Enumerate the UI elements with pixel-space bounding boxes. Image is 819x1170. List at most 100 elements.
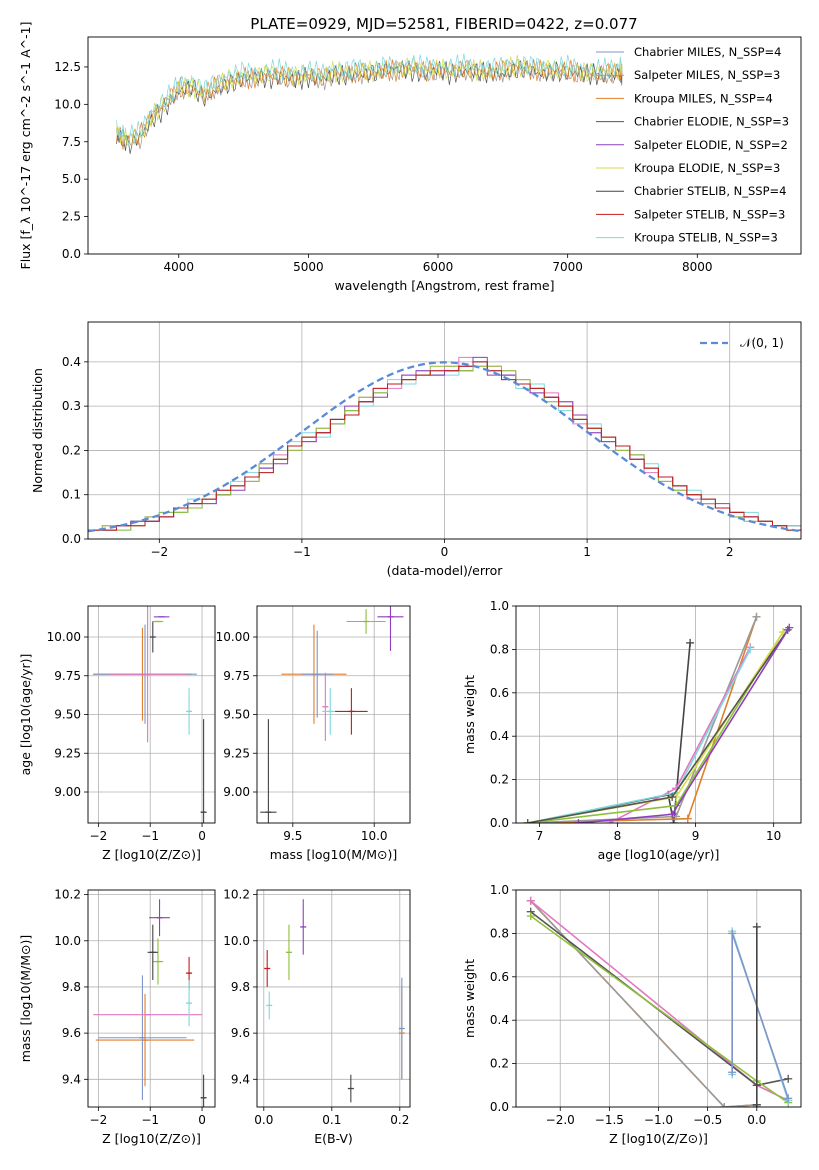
x-axis-label: mass [log10(M/M⊙)] xyxy=(270,847,398,862)
y-tick-label: 12.5 xyxy=(54,60,81,74)
errorbar-point xyxy=(322,672,329,741)
plus-marker xyxy=(668,792,677,801)
y-tick-label: 9.8 xyxy=(62,980,81,994)
plus-marker xyxy=(526,896,535,905)
x-tick-label: 0 xyxy=(441,545,449,559)
spectrum-legend: Chabrier MILES, N_SSP=4 Salpeter MILES, N… xyxy=(596,45,789,245)
plot-area xyxy=(93,606,207,823)
x-axis-label: Z [log10(Z/Z⊙)] xyxy=(102,847,201,862)
plus-marker xyxy=(785,623,794,632)
plus-marker xyxy=(523,819,532,823)
plus-marker xyxy=(728,1068,737,1077)
gaussian-curve xyxy=(88,361,801,533)
y-tick-label: 9.75 xyxy=(54,669,81,683)
plus-marker xyxy=(728,929,737,938)
y-axis-label: Flux [f_λ 10^-17 erg cm^-2 s^-1 A^-1] xyxy=(18,22,33,270)
y-tick-label: 10.0 xyxy=(54,934,81,948)
spectrum-series xyxy=(116,58,623,150)
errorbar-point xyxy=(95,993,195,1087)
legend-label: Salpeter MILES, N_SSP=3 xyxy=(634,68,780,82)
x-tick-label: 1 xyxy=(583,545,591,559)
plus-marker xyxy=(720,1103,729,1107)
x-tick-label: 9.5 xyxy=(283,829,302,843)
weight-series xyxy=(530,911,789,1087)
panels: 4000 5000 6000 7000 80000.02.55.07.510.012.5… xyxy=(18,22,802,1146)
y-tick-label: 7.5 xyxy=(62,135,81,149)
plot-area xyxy=(93,899,207,1107)
y-tick-label: 0.2 xyxy=(490,1057,509,1071)
x-tick-label: 0.0 xyxy=(747,1113,766,1127)
x-tick-label: 8 xyxy=(614,829,622,843)
plot-area xyxy=(116,53,623,154)
plus-marker xyxy=(746,645,755,654)
x-tick-label: −2.0 xyxy=(546,1113,575,1127)
panel-mass-weight-vs-Z: −2.0 −1.5 −1.0 −0.5 0.0 0.0 0.2 0.4 0.6 0.8 1.0 Z [… xyxy=(462,883,802,1146)
errorbar-point xyxy=(285,924,292,981)
y-tick-label: 9.8 xyxy=(231,980,250,994)
errorbar-point xyxy=(300,899,307,955)
y-tick-label: 9.50 xyxy=(54,708,81,722)
y-tick-label: 9.25 xyxy=(223,746,250,760)
spectrum-series xyxy=(116,53,623,146)
panel-spectrum: 4000 5000 6000 7000 8000 0.0 2.5 5.0 7.5 10.0 12.5… xyxy=(18,22,802,293)
y-tick-label: 0.0 xyxy=(62,532,81,546)
y-tick-label: 0.2 xyxy=(490,773,509,787)
y-tick-label: 9.75 xyxy=(223,669,250,683)
y-tick-label: 9.6 xyxy=(62,1026,81,1040)
plot-area xyxy=(88,356,801,533)
x-tick-label: −1.5 xyxy=(595,1113,624,1127)
axes-frame xyxy=(256,889,411,1108)
x-tick-label: 0.0 xyxy=(254,1113,273,1127)
weight-series xyxy=(527,616,758,823)
errorbar-point xyxy=(266,991,273,1020)
y-tick-label: 10.0 xyxy=(223,934,250,948)
weight-series xyxy=(527,629,789,823)
y-tick-label: 0.8 xyxy=(490,642,509,656)
x-tick-label: −1 xyxy=(141,1113,159,1127)
panel-age-vs-mass: 9.5 10.0 9.00 9.25 9.50 9.75 10.00 mass [log10(… xyxy=(216,605,411,862)
y-tick-label: 0.6 xyxy=(490,686,509,700)
panel-mass-weight-vs-age: 7 8 9 10 0.0 0.2 0.4 0.6 0.8 1.0 age [log10(age/yr… xyxy=(462,599,802,862)
x-tick-label: −2 xyxy=(90,1113,108,1127)
x-tick-label: −1 xyxy=(293,545,311,559)
errorbar-point xyxy=(264,950,271,987)
y-tick-label: 9.6 xyxy=(231,1026,250,1040)
y-tick-label: 2.5 xyxy=(62,210,81,224)
plus-marker xyxy=(686,638,695,647)
y-tick-label: 0.2 xyxy=(62,443,81,457)
plus-marker xyxy=(784,1094,793,1103)
x-tick-label: −2 xyxy=(150,545,168,559)
panel-residual-hist: −2 −1 0 1 2 0.0 0.1 0.2 0.3 0.4 (data-model)/error… xyxy=(30,321,802,578)
weight-series xyxy=(530,915,789,1104)
y-tick-label: 9.00 xyxy=(223,785,250,799)
legend-label: 𝒩(0, 1) xyxy=(740,336,784,350)
errorbar-point xyxy=(149,621,156,653)
errorbar-point xyxy=(200,1074,207,1107)
x-axis-label: wavelength [Angstrom, rest frame] xyxy=(334,278,554,293)
legend-label: Kroupa MILES, N_SSP=4 xyxy=(634,91,773,105)
legend-label: Salpeter ELODIE, N_SSP=2 xyxy=(634,138,788,152)
x-axis-label: E(B-V) xyxy=(314,1131,353,1146)
x-tick-label: 9 xyxy=(692,829,700,843)
x-tick-label: 0 xyxy=(198,829,206,843)
x-tick-label: 7000 xyxy=(552,260,583,274)
errorbar-point xyxy=(300,630,334,718)
x-axis-label: (data-model)/error xyxy=(387,563,504,578)
y-axis-label: mass [log10(M/M⊙)] xyxy=(18,935,33,1063)
errorbar-point xyxy=(147,924,158,981)
errorbar-point xyxy=(149,899,170,937)
y-tick-label: 10.00 xyxy=(47,630,81,644)
y-axis-label: Normed distribution xyxy=(30,368,45,493)
y-tick-label: 0.1 xyxy=(62,488,81,502)
weight-series xyxy=(530,900,789,1102)
axes-frame xyxy=(87,36,802,255)
x-tick-label: 8000 xyxy=(682,260,713,274)
x-tick-label: 4000 xyxy=(163,260,194,274)
y-tick-label: 9.25 xyxy=(54,746,81,760)
y-tick-label: 0.4 xyxy=(62,355,81,369)
weight-series xyxy=(527,642,691,823)
figure-title: PLATE=0929, MJD=52581, FIBERID=0422, z=0… xyxy=(250,15,637,33)
x-tick-label: 2 xyxy=(726,545,734,559)
x-tick-label: −1.0 xyxy=(644,1113,673,1127)
y-tick-label: 0.0 xyxy=(62,247,81,261)
